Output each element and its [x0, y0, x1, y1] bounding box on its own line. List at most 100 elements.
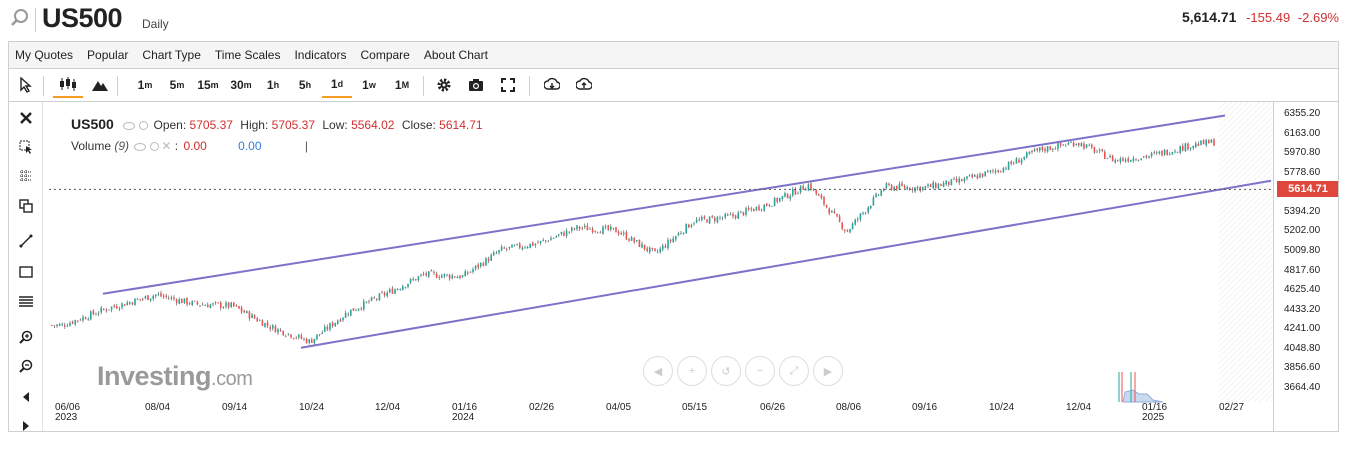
candle — [771, 206, 773, 207]
candle — [396, 288, 399, 290]
plot-area[interactable]: 06/06 2023 08/04 09/14 10/24 12/04 01/16 2024 02… — [43, 102, 1273, 432]
settings-icon[interactable] — [433, 72, 455, 98]
zoom-in-icon[interactable] — [16, 327, 36, 347]
fullscreen-icon[interactable] — [497, 72, 519, 98]
candle — [188, 303, 191, 305]
fibonacci-icon[interactable] — [16, 292, 36, 312]
reset-button[interactable]: ↺ — [711, 356, 741, 386]
menu-my-quotes[interactable]: My Quotes — [15, 48, 74, 62]
candlestick-icon[interactable] — [53, 72, 83, 98]
trendline-icon[interactable] — [16, 231, 36, 251]
candle — [862, 212, 864, 214]
rectangle-icon[interactable] — [16, 262, 36, 282]
candle — [490, 254, 492, 261]
candle — [747, 207, 750, 210]
candle — [1015, 158, 1018, 164]
candle — [846, 230, 849, 232]
y-tick-label: 4048.80 — [1284, 342, 1321, 354]
candle — [781, 195, 784, 200]
candle — [695, 219, 698, 223]
candle — [539, 241, 542, 243]
candle — [701, 217, 703, 220]
y-tick-label: 5970.80 — [1284, 147, 1321, 159]
y-tick-label: 4817.60 — [1284, 264, 1321, 276]
candle — [199, 305, 201, 307]
scroll-left-icon[interactable] — [16, 387, 36, 407]
menu-indicators[interactable]: Indicators — [294, 48, 347, 62]
eye-icon[interactable] — [123, 121, 136, 130]
interval-15m-button[interactable]: 15 m — [197, 78, 219, 92]
candle — [1187, 143, 1189, 150]
menu-about-chart[interactable]: About Chart — [423, 48, 488, 62]
candle — [446, 274, 448, 276]
gear-icon[interactable] — [150, 142, 160, 152]
candle — [1041, 146, 1044, 151]
candle — [438, 277, 440, 278]
candle — [802, 186, 804, 190]
candle — [1039, 147, 1041, 151]
zoom-fit-button[interactable]: ⤢ — [779, 356, 809, 386]
candle — [108, 309, 110, 311]
candle — [324, 326, 326, 332]
price-axis[interactable]: 5614.71 6355.20 6163.00 5970.80 5778.60 5394… — [1273, 102, 1338, 431]
remove-icon[interactable]: ✕ — [161, 139, 172, 153]
candle — [1023, 156, 1025, 160]
interval-30m-button[interactable]: 30 m — [230, 78, 252, 92]
x-tick-label: 05/15 — [682, 402, 707, 413]
search-icon[interactable] — [10, 8, 30, 28]
crosshair-icon[interactable] — [16, 166, 36, 186]
mountain-icon[interactable] — [89, 72, 111, 98]
close-icon[interactable] — [16, 108, 36, 128]
menu-chart-type[interactable]: Chart Type — [142, 48, 201, 62]
scroll-right-button[interactable]: ▶ — [813, 356, 843, 386]
candle — [1127, 158, 1129, 162]
candle — [1213, 139, 1215, 146]
candle — [1208, 139, 1210, 144]
candle — [864, 212, 867, 214]
candle — [298, 334, 300, 338]
candle — [123, 304, 126, 306]
camera-icon[interactable] — [465, 72, 487, 98]
scroll-right-icon[interactable] — [16, 416, 36, 431]
candle — [1013, 163, 1015, 165]
gear-icon[interactable] — [139, 121, 149, 131]
candle — [129, 302, 131, 304]
candle — [454, 276, 456, 278]
eye-icon[interactable] — [134, 142, 147, 151]
candle — [342, 317, 344, 321]
upper-channel-line[interactable] — [102, 114, 1226, 295]
candle — [513, 245, 516, 247]
upload-icon[interactable] — [573, 72, 595, 98]
menu-popular[interactable]: Popular — [87, 48, 129, 62]
candle — [251, 314, 253, 319]
zoom-out-button[interactable]: − — [745, 356, 775, 386]
volume-value-2: 0.00 — [238, 139, 262, 153]
candle — [1117, 160, 1119, 162]
zoom-in-button[interactable]: + — [677, 356, 707, 386]
select-icon[interactable] — [16, 137, 36, 157]
zoom-out-icon[interactable] — [16, 356, 36, 376]
menu-compare[interactable]: Compare — [360, 48, 410, 62]
candle — [142, 298, 144, 300]
candle — [103, 308, 105, 310]
candle — [274, 325, 277, 333]
download-icon[interactable] — [541, 72, 563, 98]
menu-time-scales[interactable]: Time Scales — [214, 48, 281, 62]
cursor-icon[interactable] — [15, 72, 37, 98]
lower-channel-line[interactable] — [300, 179, 1272, 349]
candle — [854, 219, 856, 225]
candle — [831, 210, 833, 213]
copy-icon[interactable] — [16, 196, 36, 216]
candle — [779, 198, 781, 202]
candle — [1067, 142, 1070, 145]
scroll-left-button[interactable]: ◀ — [643, 356, 673, 386]
candle — [581, 227, 583, 229]
